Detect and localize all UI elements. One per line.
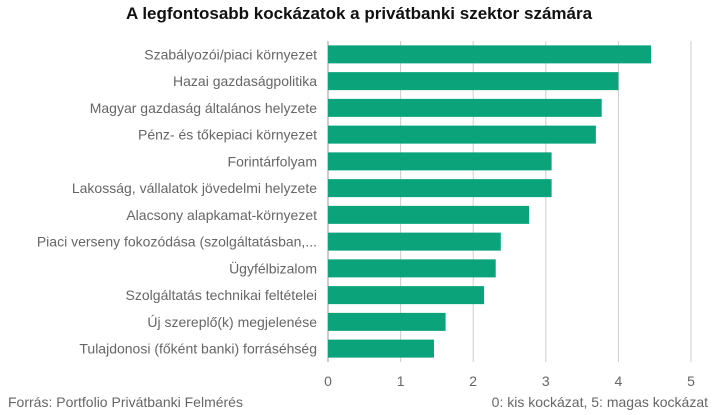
category-label: Lakosság, vállalatok jövedelmi helyzete: [72, 180, 317, 196]
category-label: Pénz- és tőkepiaci környezet: [138, 127, 317, 143]
bar: [328, 232, 501, 251]
bar: [328, 72, 619, 91]
category-label: Alacsony alapkamat-környezet: [126, 207, 317, 223]
scale-note: 0: kis kockázat, 5: magas kockázat: [491, 394, 708, 410]
bar: [328, 339, 434, 358]
bar: [328, 286, 485, 305]
category-label: Magyar gazdaság általános helyzete: [90, 100, 317, 116]
x-tick-label: 5: [687, 373, 695, 389]
bar: [328, 98, 602, 117]
category-label: Szabályozói/piaci környezet: [144, 46, 317, 62]
bar: [328, 312, 446, 331]
source-note: Forrás: Portfolio Privátbanki Felmérés: [8, 394, 243, 410]
bar: [328, 179, 552, 198]
bar: [328, 152, 552, 171]
bar: [328, 259, 496, 278]
x-tick-label: 3: [542, 373, 550, 389]
category-labels: Szabályozói/piaci környezet Hazai gazdasá…: [37, 46, 317, 356]
category-label: Új szereplő(k) megjelenése: [147, 314, 317, 330]
x-tick-label: 4: [615, 373, 623, 389]
category-label: Ügyfélbizalom: [229, 259, 317, 276]
bar: [328, 125, 596, 144]
bar: [328, 205, 530, 224]
category-label: Szolgáltatás technikai feltételei: [126, 287, 317, 303]
category-label: Hazai gazdaságpolitika: [173, 73, 317, 89]
bars: [328, 45, 652, 358]
category-label: Forintárfolyam: [228, 153, 317, 169]
x-axis-ticks: 0 1 2 3 4 5: [324, 373, 695, 389]
bar: [328, 45, 652, 64]
category-label: Tulajdonosi (főként banki) forráséhség: [79, 341, 317, 357]
x-tick-label: 0: [324, 373, 332, 389]
x-tick-label: 1: [397, 373, 405, 389]
x-tick-label: 2: [469, 373, 477, 389]
category-label: Piaci verseny fokozódása (szolgáltatásba…: [37, 234, 317, 250]
gridlines: [327, 41, 692, 362]
chart-title: A legfontosabb kockázatok a privátbanki …: [125, 4, 593, 23]
